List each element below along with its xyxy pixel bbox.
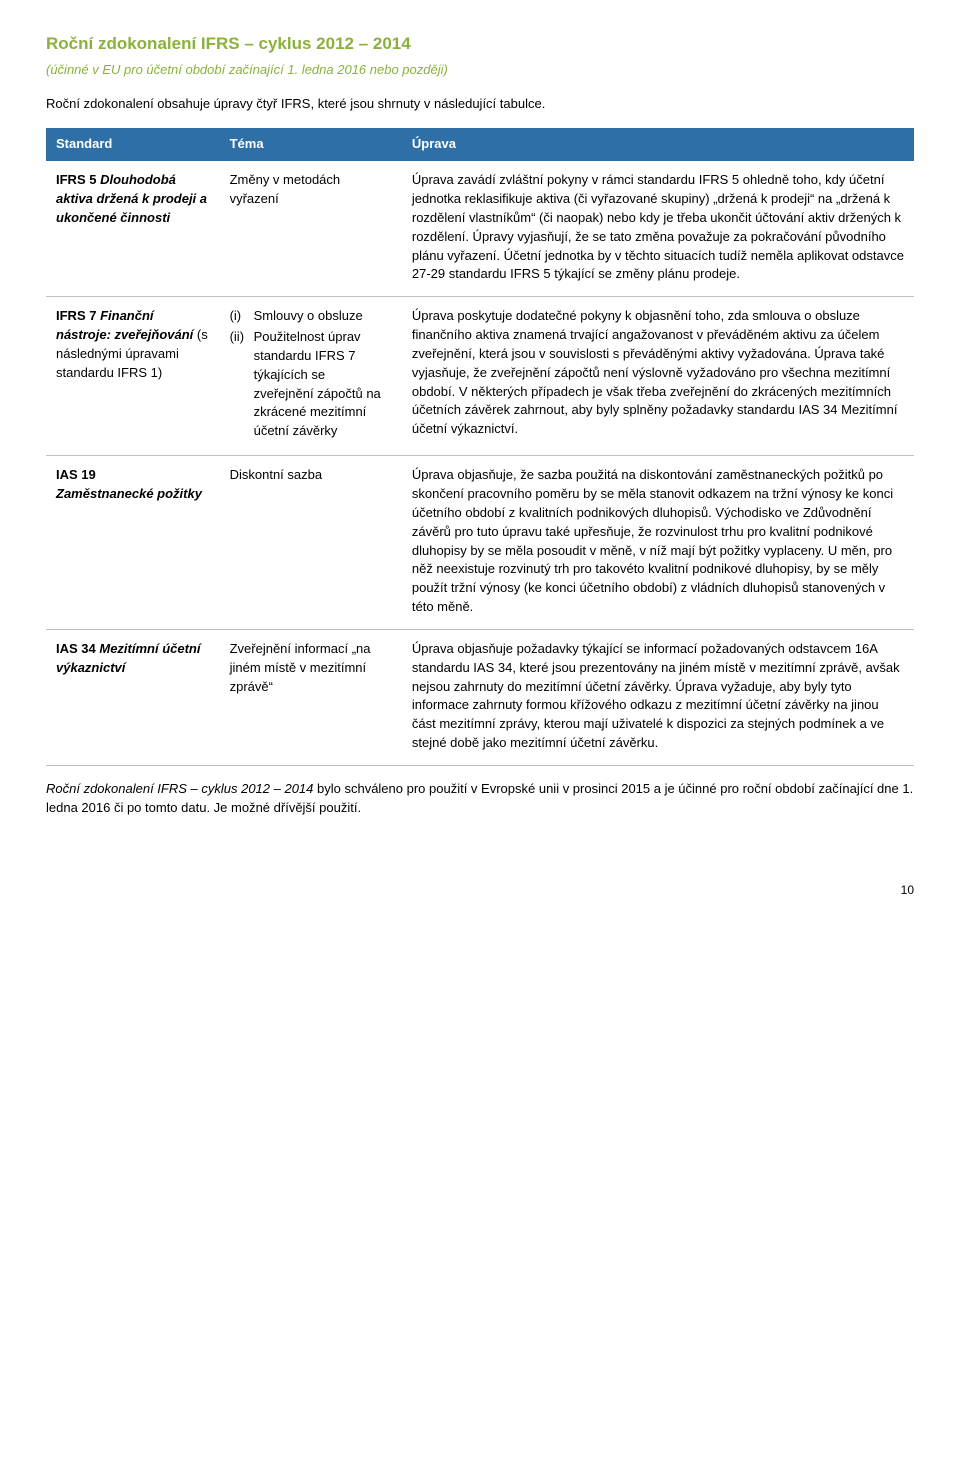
cell-desc: Úprava objasňuje, že sazba použitá na di…	[402, 456, 914, 630]
cell-desc: Úprava poskytuje dodatečné pokyny k obja…	[402, 297, 914, 456]
std-code: IAS 34	[56, 641, 99, 656]
topic-item: (i) Smlouvy o obsluze	[230, 307, 392, 328]
cell-desc: Úprava objasňuje požadavky týkající se i…	[402, 629, 914, 765]
closing-paragraph: Roční zdokonalení IFRS – cyklus 2012 – 2…	[46, 780, 914, 818]
table-header-row: Standard Téma Úprava	[46, 128, 914, 161]
table-row: IFRS 5 Dlouhodobá aktiva držená k prodej…	[46, 161, 914, 297]
std-code: IFRS 5	[56, 172, 100, 187]
topic-text: Použitelnost úprav standardu IFRS 7 týka…	[254, 328, 392, 443]
cell-standard: IFRS 5 Dlouhodobá aktiva držená k prodej…	[46, 161, 220, 297]
intro-paragraph: Roční zdokonalení obsahuje úpravy čtyř I…	[46, 95, 914, 114]
cell-topic: Změny v metodách vyřazení	[220, 161, 402, 297]
cell-topic: (i) Smlouvy o obsluze (ii) Použitelnost …	[220, 297, 402, 456]
topic-num: (i)	[230, 307, 254, 328]
std-code: IAS 19	[56, 467, 96, 482]
th-topic: Téma	[220, 128, 402, 161]
std-code: IFRS 7	[56, 308, 100, 323]
topic-list: (i) Smlouvy o obsluze (ii) Použitelnost …	[230, 307, 392, 443]
closing-italic: Roční zdokonalení IFRS – cyklus 2012 – 2…	[46, 781, 313, 796]
amendments-table: Standard Téma Úprava IFRS 5 Dlouhodobá a…	[46, 128, 914, 766]
page-number: 10	[46, 882, 914, 899]
table-row: IAS 19 Zaměstnanecké požitky Diskontní s…	[46, 456, 914, 630]
topic-item: (ii) Použitelnost úprav standardu IFRS 7…	[230, 328, 392, 443]
cell-standard: IFRS 7 Finanční nástroje: zveřejňování (…	[46, 297, 220, 456]
page-subtitle: (účinné v EU pro účetní období začínajíc…	[46, 61, 914, 80]
cell-standard: IAS 34 Mezitímní účetní výkaznictví	[46, 629, 220, 765]
cell-topic: Diskontní sazba	[220, 456, 402, 630]
table-row: IFRS 7 Finanční nástroje: zveřejňování (…	[46, 297, 914, 456]
page-title: Roční zdokonalení IFRS – cyklus 2012 – 2…	[46, 32, 914, 57]
cell-desc: Úprava zavádí zvláštní pokyny v rámci st…	[402, 161, 914, 297]
cell-standard: IAS 19 Zaměstnanecké požitky	[46, 456, 220, 630]
cell-topic: Zveřejnění informací „na jiném místě v m…	[220, 629, 402, 765]
topic-num: (ii)	[230, 328, 254, 443]
th-desc: Úprava	[402, 128, 914, 161]
std-title: Zaměstnanecké požitky	[56, 486, 202, 501]
topic-text: Smlouvy o obsluze	[254, 307, 392, 328]
table-row: IAS 34 Mezitímní účetní výkaznictví Zveř…	[46, 629, 914, 765]
th-standard: Standard	[46, 128, 220, 161]
